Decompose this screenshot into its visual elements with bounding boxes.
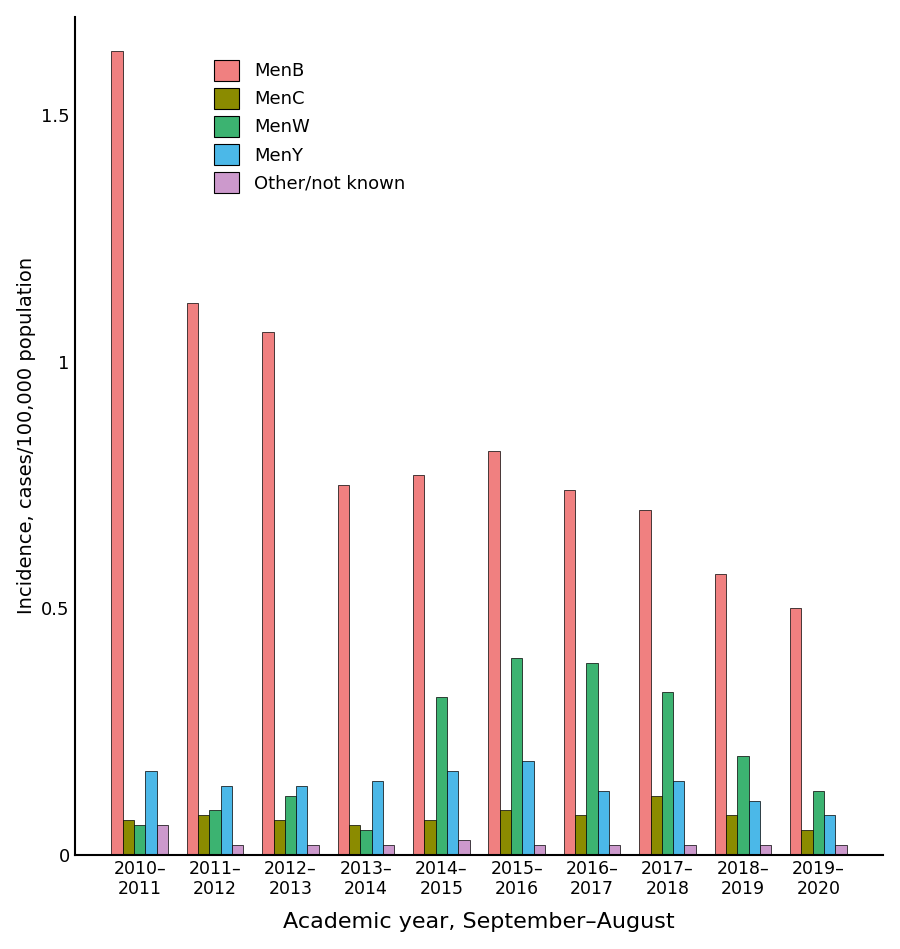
Bar bbox=[296, 786, 308, 855]
Bar bbox=[726, 815, 737, 855]
Bar bbox=[308, 845, 319, 855]
Bar bbox=[122, 820, 134, 855]
Bar bbox=[413, 475, 425, 855]
Bar bbox=[790, 608, 801, 855]
Bar bbox=[639, 510, 651, 855]
Bar bbox=[232, 845, 243, 855]
Bar bbox=[210, 810, 220, 855]
Bar bbox=[824, 815, 835, 855]
Bar bbox=[609, 845, 620, 855]
Bar bbox=[146, 771, 157, 855]
Bar bbox=[349, 826, 360, 855]
Bar bbox=[715, 574, 726, 855]
Bar bbox=[500, 810, 511, 855]
Bar bbox=[220, 786, 232, 855]
Legend: MenB, MenC, MenW, MenY, Other/not known: MenB, MenC, MenW, MenY, Other/not known bbox=[205, 51, 414, 202]
Bar bbox=[662, 692, 673, 855]
Bar bbox=[274, 820, 285, 855]
Bar bbox=[187, 303, 198, 855]
Bar bbox=[813, 791, 824, 855]
Bar bbox=[511, 658, 522, 855]
Bar bbox=[575, 815, 587, 855]
Bar bbox=[651, 795, 661, 855]
Bar bbox=[458, 840, 470, 855]
Bar bbox=[534, 845, 545, 855]
Bar bbox=[835, 845, 847, 855]
Bar bbox=[447, 771, 458, 855]
Bar bbox=[425, 820, 436, 855]
Bar bbox=[360, 830, 372, 855]
Bar bbox=[157, 826, 168, 855]
Bar bbox=[737, 756, 749, 855]
Bar bbox=[587, 662, 598, 855]
Bar bbox=[372, 781, 382, 855]
Bar bbox=[262, 332, 274, 855]
Bar bbox=[749, 801, 760, 855]
Bar bbox=[198, 815, 210, 855]
Bar bbox=[134, 826, 146, 855]
Bar bbox=[489, 451, 500, 855]
Bar bbox=[760, 845, 771, 855]
Bar bbox=[563, 490, 575, 855]
Bar bbox=[338, 485, 349, 855]
Bar bbox=[436, 697, 447, 855]
Bar bbox=[685, 845, 696, 855]
X-axis label: Academic year, September–August: Academic year, September–August bbox=[284, 912, 675, 932]
Bar bbox=[673, 781, 685, 855]
Bar bbox=[112, 51, 122, 855]
Bar bbox=[285, 795, 296, 855]
Y-axis label: Incidence, cases/100,000 population: Incidence, cases/100,000 population bbox=[17, 257, 36, 614]
Bar bbox=[598, 791, 609, 855]
Bar bbox=[382, 845, 394, 855]
Bar bbox=[801, 830, 813, 855]
Bar bbox=[522, 761, 534, 855]
